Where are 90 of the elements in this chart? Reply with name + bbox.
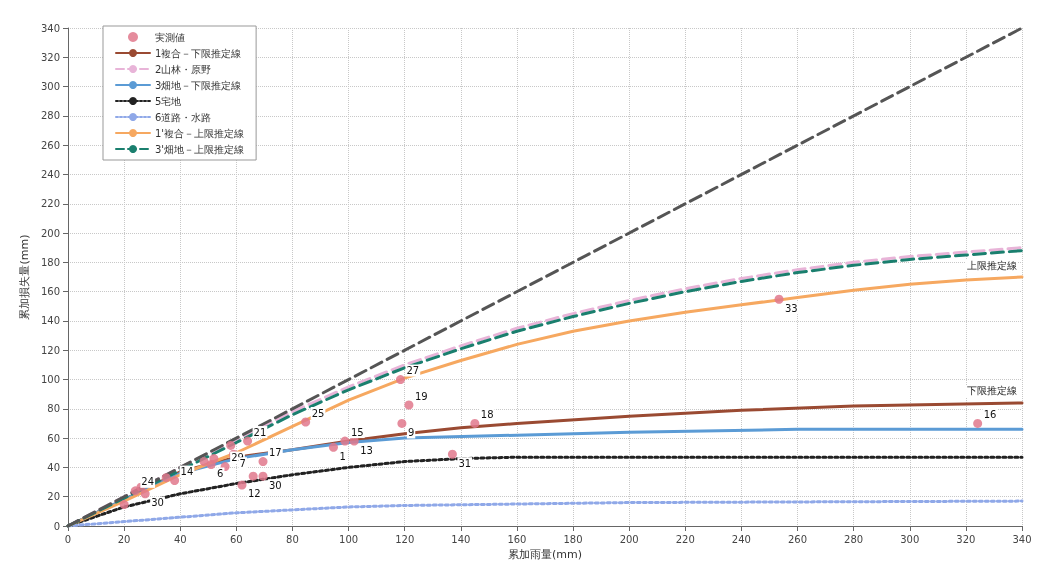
point: [248, 471, 258, 481]
y-tick-label: 340: [40, 22, 60, 34]
point: [404, 400, 414, 410]
x-tick-label: 160: [507, 533, 527, 545]
x-tick-label: 260: [787, 533, 808, 545]
y-tick-label: 60: [47, 432, 60, 444]
point: [470, 418, 480, 428]
x-tick-label: 200: [619, 533, 639, 545]
y-tick-label: 240: [40, 168, 60, 180]
point: [209, 454, 219, 464]
y-tick-label: 0: [53, 520, 60, 532]
annotation: 33: [785, 302, 798, 314]
x-tick-label: 340: [1012, 533, 1032, 545]
point: [774, 294, 784, 304]
annotation: 15: [350, 426, 364, 438]
y-tick-label: 100: [40, 374, 60, 386]
point: [340, 436, 350, 446]
annotation: 21: [253, 426, 267, 438]
x-tick-label: 60: [229, 533, 243, 545]
legend-label: 6道路・水路: [155, 111, 212, 123]
y-tick-label: 160: [40, 286, 60, 298]
annotation: 30: [269, 479, 282, 491]
annotation: 19: [414, 390, 428, 402]
y-tick-label: 280: [40, 110, 60, 122]
point: [447, 449, 457, 459]
y-tick-label: 40: [47, 461, 60, 473]
legend-label: 5宅地: [155, 95, 182, 107]
annotation: 30: [151, 497, 164, 509]
annotation: 14: [180, 466, 194, 478]
annotation: 7: [239, 457, 246, 469]
point: [258, 457, 268, 467]
point: [237, 480, 247, 490]
annotation: 6: [217, 467, 224, 479]
x-axis-title: 累加雨量(mm): [507, 547, 583, 561]
y-tick-label: 200: [40, 227, 60, 239]
y-axis-title: 累加損失量(mm): [18, 234, 32, 320]
legend-label: 実測値: [155, 31, 185, 43]
x-tick-label: 300: [900, 533, 920, 545]
point: [170, 476, 180, 486]
annotation: 1: [339, 450, 346, 462]
x-tick-label: 20: [117, 533, 131, 545]
point: [396, 375, 405, 385]
annotation: 18: [480, 408, 494, 420]
annotation: 24: [141, 476, 155, 488]
x-tick-label: 320: [956, 533, 976, 545]
y-tick-label: 260: [40, 139, 60, 151]
annotation: 31: [458, 457, 472, 469]
y-tick-label: 320: [40, 51, 60, 63]
y-tick-label: 80: [47, 403, 60, 415]
point: [119, 500, 129, 510]
annotation: 25: [311, 407, 325, 419]
annotation: 16: [983, 408, 997, 420]
y-tick-label: 20: [47, 491, 60, 503]
annotation: 17: [269, 447, 282, 459]
legend-label: 1複合－下限推定線: [155, 47, 242, 59]
legend-label: 2山林・原野: [155, 63, 212, 75]
y-tick-label: 180: [40, 256, 60, 268]
legend-label: 3'畑地－上限推定線: [155, 143, 245, 155]
point: [199, 457, 209, 467]
annotation: 上限推定線: [967, 259, 1017, 271]
x-tick-label: 140: [451, 533, 471, 545]
legend-label: 1'複合－上限推定線: [155, 127, 245, 139]
x-tick-label: 0: [64, 533, 72, 545]
point: [328, 442, 338, 452]
legend-label: 3畑地－下限推定線: [155, 79, 242, 91]
y-tick-label: 220: [40, 198, 60, 210]
x-tick-label: 220: [675, 533, 695, 545]
annotation: 下限推定線: [967, 385, 1017, 397]
y-tick-label: 140: [40, 315, 60, 327]
annotation: 9: [407, 426, 415, 438]
point: [973, 418, 983, 428]
x-tick-label: 120: [395, 533, 415, 545]
y-tick-label: 120: [40, 344, 60, 356]
point: [258, 471, 268, 481]
point: [140, 489, 150, 499]
point: [161, 473, 171, 483]
x-tick-label: 80: [286, 533, 299, 545]
y-tick-label: 300: [40, 81, 60, 93]
x-tick-label: 100: [339, 533, 359, 545]
x-tick-label: 280: [844, 533, 864, 545]
point: [226, 440, 236, 450]
x-tick-label: 40: [173, 533, 187, 545]
point: [301, 417, 311, 427]
point: [243, 436, 253, 446]
annotation: 27: [406, 365, 420, 377]
x-tick-label: 240: [731, 533, 751, 545]
point: [397, 418, 407, 428]
x-tick-label: 180: [563, 533, 583, 545]
annotation: 12: [247, 488, 261, 500]
annotation: 13: [360, 444, 373, 456]
